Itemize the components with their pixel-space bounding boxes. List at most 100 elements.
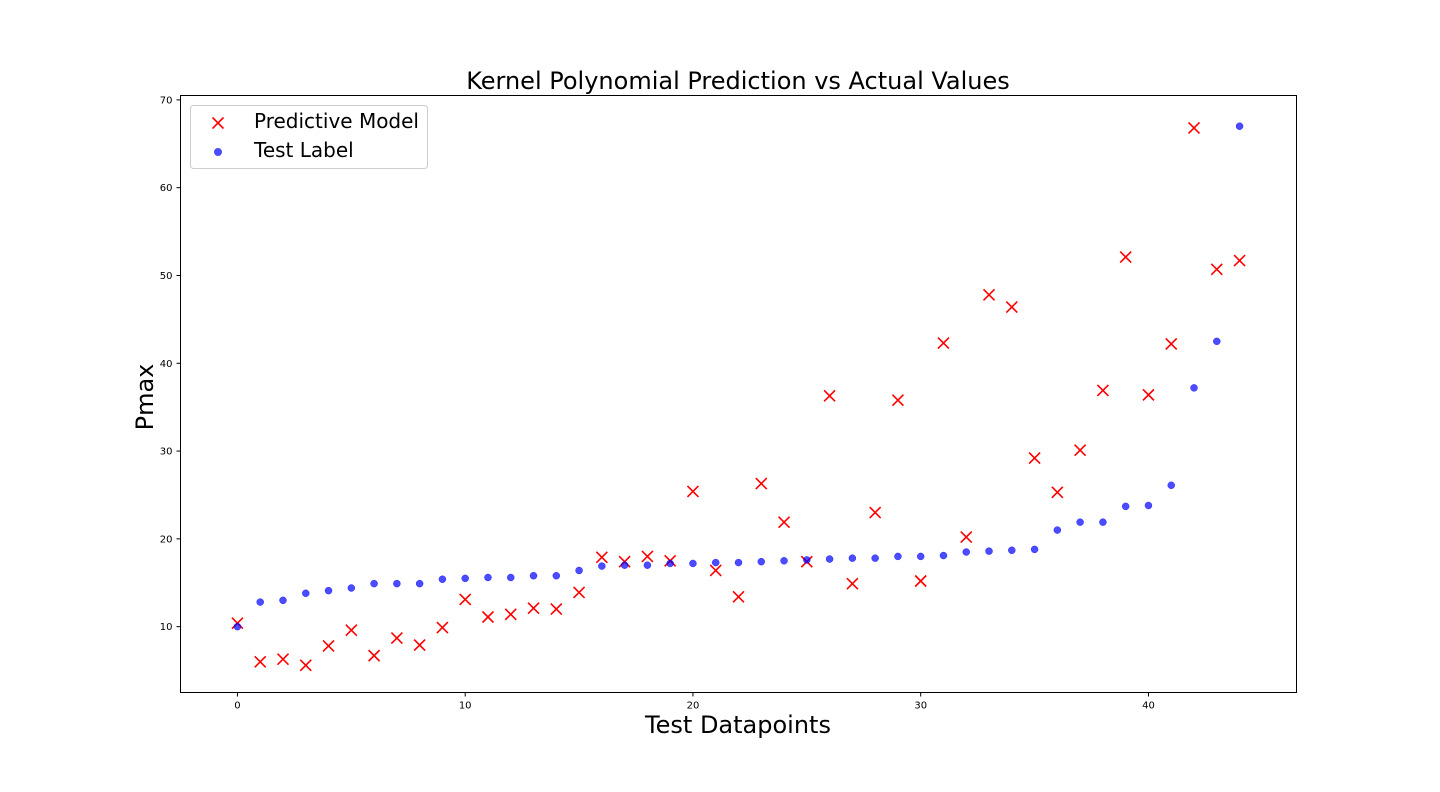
- actual-point: [780, 557, 788, 565]
- actual-point: [1144, 501, 1153, 510]
- predicted-point-stroke: [299, 659, 312, 672]
- predicted-point-stroke: [481, 610, 495, 624]
- x-tick-label: 20: [687, 701, 700, 712]
- x-tick-label: 0: [234, 701, 240, 712]
- predicted-point-stroke: [436, 621, 449, 634]
- predicted-point: [1119, 250, 1132, 264]
- predicted-point: [960, 531, 973, 544]
- predicted-point-stroke: [846, 577, 859, 590]
- predicted-point-stroke: [345, 624, 358, 637]
- actual-point: [370, 579, 378, 588]
- actual-point: [1121, 502, 1130, 511]
- actual-point: [1190, 384, 1198, 392]
- predicted-point-stroke: [1142, 388, 1155, 401]
- actual-point: [1167, 481, 1175, 490]
- predicted-point: [299, 659, 312, 672]
- predicted-point-stroke: [686, 485, 700, 498]
- legend-box: [190, 105, 428, 169]
- predicted-point-stroke: [390, 632, 403, 645]
- y-tick-label: 20: [160, 534, 173, 545]
- predicted-point-stroke: [1165, 337, 1178, 351]
- actual-point: [552, 571, 561, 580]
- predicted-point: [641, 550, 654, 563]
- legend-label-predictive-model: Predictive Model: [254, 109, 419, 133]
- predicted-point-stroke: [276, 653, 290, 666]
- plot-marks: [231, 121, 1246, 672]
- actual-point: [620, 561, 629, 569]
- predicted-point: [937, 337, 950, 350]
- legend: Predictive Model Test Label: [190, 105, 428, 169]
- actual-point: [1076, 518, 1084, 526]
- actual-point: [393, 579, 401, 588]
- predicted-point: [1074, 444, 1087, 457]
- actual-point: [529, 571, 538, 580]
- predicted-point: [709, 564, 722, 577]
- predicted-point-stroke: [527, 602, 540, 615]
- actual-point: [279, 596, 287, 605]
- x-axis-ticks: 0 10 20 30 40: [234, 692, 1155, 712]
- predicted-point: [254, 655, 267, 668]
- predicted-point: [1096, 384, 1109, 397]
- actual-point: [575, 566, 583, 575]
- predicted-point-stroke: [823, 389, 836, 402]
- predicted-point: [368, 649, 381, 662]
- predicted-point-stroke: [1119, 250, 1132, 264]
- actual-point: [666, 559, 674, 568]
- actual-point: [939, 551, 948, 560]
- predicted-point-stroke: [1051, 486, 1064, 499]
- predicted-point-stroke: [1005, 301, 1018, 314]
- predicted-point: [914, 574, 927, 588]
- legend-marker-test-label: [214, 148, 222, 156]
- y-axis-ticks: 10 20 30 40 50 60 70: [160, 95, 181, 633]
- predicted-point: [573, 586, 586, 599]
- predicted-point: [504, 608, 517, 621]
- actual-point: [894, 552, 902, 561]
- x-tick-label: 40: [1142, 701, 1155, 712]
- actual-point: [962, 548, 971, 556]
- predicted-point: [1142, 388, 1155, 401]
- actual-point: [461, 574, 469, 583]
- y-axis-title: Pmax: [131, 364, 159, 431]
- actual-point: [484, 573, 492, 582]
- predicted-point-stroke: [1096, 384, 1109, 397]
- actual-point: [643, 561, 652, 569]
- actual-point: [256, 598, 264, 606]
- predicted-point: [527, 602, 540, 615]
- predicted-point-stroke: [755, 477, 768, 490]
- predicted-point: [413, 639, 426, 652]
- x-axis-title: Test Datapoints: [644, 711, 831, 739]
- actual-point: [825, 555, 834, 563]
- predicted-point-stroke: [1074, 444, 1087, 457]
- actual-point: [1235, 122, 1244, 130]
- predicted-point-stroke: [1233, 254, 1246, 267]
- actual-point: [347, 584, 356, 592]
- predicted-point: [891, 394, 904, 407]
- predicted-point: [1165, 337, 1178, 351]
- predicted-point-stroke: [937, 337, 950, 350]
- predicted-point-stroke: [573, 586, 586, 599]
- predicted-point-stroke: [732, 590, 745, 603]
- actual-point: [1099, 518, 1107, 526]
- plot-frame: [180, 95, 1297, 693]
- predicted-point: [755, 477, 768, 490]
- predicted-point: [982, 288, 996, 301]
- predicted-point: [1210, 263, 1223, 276]
- y-tick-label: 10: [160, 622, 173, 633]
- actual-point: [1008, 546, 1016, 555]
- predicted-point-stroke: [891, 394, 904, 407]
- predicted-point: [595, 551, 608, 564]
- actual-point: [848, 554, 857, 562]
- predicted-point-stroke: [322, 639, 335, 653]
- y-tick-label: 50: [160, 271, 173, 282]
- predicted-point: [1028, 452, 1041, 465]
- predicted-point: [869, 506, 882, 519]
- actual-point: [985, 547, 993, 555]
- actual-point: [1030, 545, 1039, 554]
- x-tick-label: 30: [914, 701, 927, 712]
- predicted-point: [390, 632, 403, 645]
- actual-point: [871, 554, 879, 562]
- predicted-point: [481, 610, 495, 624]
- predicted-point-stroke: [1210, 263, 1223, 276]
- predicted-point-stroke: [869, 506, 882, 519]
